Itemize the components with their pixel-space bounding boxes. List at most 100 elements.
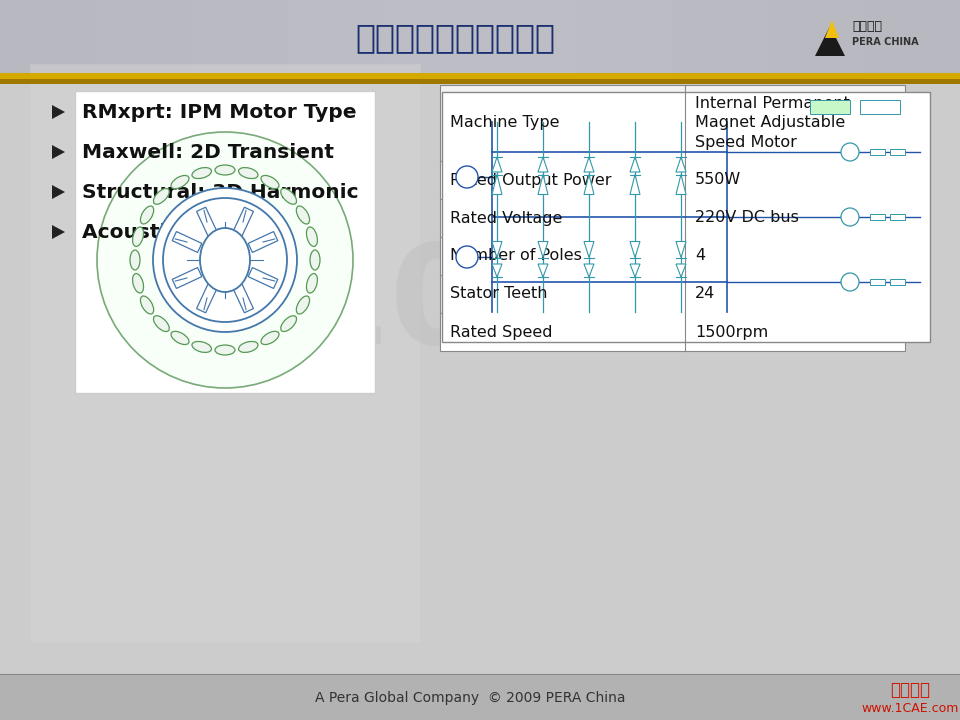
Ellipse shape — [171, 176, 189, 189]
Circle shape — [153, 188, 297, 332]
Bar — [440, 85, 905, 161]
Text: 安世亚太: 安世亚太 — [852, 20, 882, 34]
Polygon shape — [584, 241, 594, 258]
Bar — [172, 268, 202, 289]
Polygon shape — [52, 145, 65, 159]
Ellipse shape — [261, 176, 279, 189]
Polygon shape — [52, 105, 65, 119]
Circle shape — [841, 273, 859, 291]
Ellipse shape — [238, 168, 258, 179]
Text: Rated Speed: Rated Speed — [450, 325, 553, 340]
Circle shape — [456, 246, 478, 268]
Text: Machine Type: Machine Type — [450, 115, 560, 130]
Polygon shape — [492, 157, 502, 172]
Polygon shape — [584, 174, 594, 194]
Text: Stator Teeth: Stator Teeth — [450, 287, 547, 302]
Ellipse shape — [192, 168, 211, 179]
Polygon shape — [630, 157, 640, 172]
Polygon shape — [538, 157, 548, 172]
Polygon shape — [492, 241, 502, 258]
Circle shape — [163, 198, 287, 322]
Bar — [576, 0, 672, 75]
Bar — [440, 199, 905, 237]
Bar — [870, 279, 885, 285]
Ellipse shape — [238, 341, 258, 352]
Ellipse shape — [297, 296, 309, 314]
Polygon shape — [676, 241, 686, 258]
Text: Acoustics ACT: Acoustics ACT — [82, 222, 242, 241]
Ellipse shape — [200, 228, 250, 292]
Ellipse shape — [192, 341, 211, 352]
Polygon shape — [630, 174, 640, 194]
Bar — [870, 149, 885, 155]
Bar — [890, 214, 905, 220]
Bar — [192, 0, 288, 75]
Bar — [232, 283, 253, 312]
Bar — [0, 79, 960, 84]
Text: A Pera Global Company  © 2009 PERA China: A Pera Global Company © 2009 PERA China — [315, 691, 625, 705]
Polygon shape — [815, 26, 845, 56]
Bar — [810, 100, 850, 114]
Text: Maxwell: 2D Transient: Maxwell: 2D Transient — [82, 143, 334, 161]
Text: 220V DC bus: 220V DC bus — [695, 210, 799, 225]
Bar — [890, 149, 905, 155]
Bar — [870, 214, 885, 220]
Polygon shape — [584, 157, 594, 172]
Text: Structural: 3D Harmonic: Structural: 3D Harmonic — [82, 182, 359, 202]
Polygon shape — [584, 264, 594, 277]
Bar — [768, 0, 864, 75]
Polygon shape — [630, 241, 640, 258]
Bar — [197, 207, 218, 237]
Polygon shape — [676, 174, 686, 194]
Polygon shape — [676, 157, 686, 172]
Text: 24: 24 — [695, 287, 715, 302]
Text: 仿真在线: 仿真在线 — [890, 681, 930, 699]
Bar — [0, 0, 96, 75]
Bar — [440, 313, 905, 351]
Bar — [890, 279, 905, 285]
Polygon shape — [492, 174, 502, 194]
Ellipse shape — [280, 189, 297, 204]
Bar — [442, 92, 930, 342]
Ellipse shape — [261, 331, 279, 345]
Bar — [672, 0, 768, 75]
Ellipse shape — [280, 316, 297, 331]
Polygon shape — [52, 225, 65, 239]
Bar — [0, 73, 960, 79]
Text: 电机电磁振动噪声分析: 电机电磁振动噪声分析 — [355, 22, 555, 55]
Polygon shape — [630, 264, 640, 277]
Polygon shape — [676, 264, 686, 277]
Polygon shape — [825, 20, 839, 38]
Ellipse shape — [140, 296, 154, 314]
Ellipse shape — [306, 227, 318, 246]
Ellipse shape — [154, 189, 169, 204]
Polygon shape — [52, 185, 65, 199]
Ellipse shape — [297, 206, 309, 224]
Ellipse shape — [306, 274, 318, 293]
Bar — [0, 0, 960, 75]
Bar — [440, 275, 905, 313]
Circle shape — [97, 132, 353, 388]
Polygon shape — [538, 241, 548, 258]
Bar — [288, 0, 384, 75]
Bar — [232, 207, 253, 237]
Text: 4: 4 — [695, 248, 706, 264]
Bar — [249, 232, 277, 253]
Ellipse shape — [310, 250, 320, 270]
Bar — [30, 64, 420, 642]
Text: RMxprt: IPM Motor Type: RMxprt: IPM Motor Type — [82, 102, 356, 122]
Bar — [860, 100, 900, 114]
Bar — [0, 674, 960, 720]
Bar — [440, 161, 905, 199]
Text: 550W: 550W — [695, 173, 741, 187]
Text: 10: 10 — [294, 238, 487, 372]
Ellipse shape — [130, 250, 140, 270]
Ellipse shape — [132, 274, 144, 293]
Bar — [249, 268, 277, 289]
Circle shape — [841, 143, 859, 161]
Bar — [440, 237, 905, 275]
Ellipse shape — [215, 165, 235, 175]
Polygon shape — [538, 264, 548, 277]
Text: www.1CAE.com: www.1CAE.com — [861, 701, 959, 714]
Circle shape — [456, 166, 478, 188]
